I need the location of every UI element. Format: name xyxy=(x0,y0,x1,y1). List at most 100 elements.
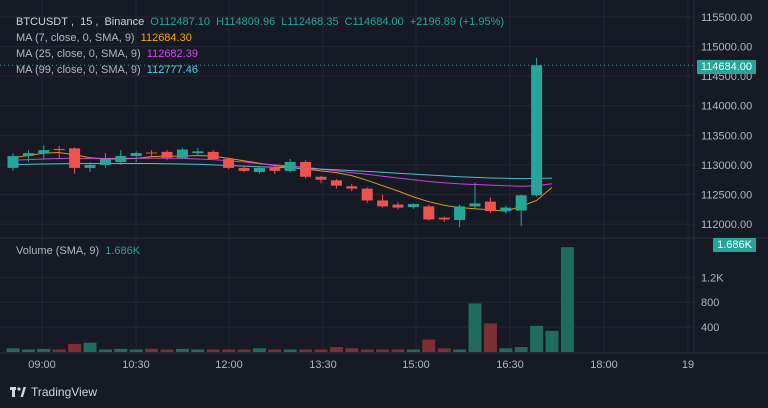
candle-body xyxy=(469,203,481,207)
volume-bar xyxy=(422,339,436,352)
volume-bar xyxy=(191,349,205,352)
candle-body xyxy=(22,153,34,157)
volume-bar xyxy=(283,349,297,352)
volume-bar xyxy=(345,348,359,352)
tradingview-brand[interactable]: TradingView xyxy=(10,385,97,399)
volume-legend-value: 1.686K xyxy=(105,245,141,257)
candle-body xyxy=(315,176,327,180)
volume-bar xyxy=(499,348,513,352)
ma7-legend[interactable]: MA (7, close, 0, SMA, 9) 112684.30 xyxy=(16,31,195,45)
candle-body xyxy=(176,149,188,158)
current-price-tag: 114684.00 xyxy=(696,60,756,74)
candle-body xyxy=(346,186,358,189)
ma7-value: 112684.30 xyxy=(140,32,192,44)
time-tick-label: 18:00 xyxy=(590,359,618,371)
ma99-label: MA (99, close, 0, SMA, 9) xyxy=(16,64,141,76)
candle-body xyxy=(500,207,512,212)
exchange: Binance xyxy=(104,16,145,28)
candle-body xyxy=(284,161,296,171)
low-value: L112468.35 xyxy=(281,16,339,28)
close-value: C114684.00 xyxy=(344,16,404,28)
candlestick-series xyxy=(7,57,543,228)
volume-bar xyxy=(360,349,374,352)
volume-legend[interactable]: Volume (SMA, 9) 1.686K xyxy=(16,244,143,258)
axes: 09:00 10:30 12:00 13:30 15:00 16:30 18:00 19 115… xyxy=(0,0,768,371)
volume-bar xyxy=(68,343,82,352)
price-tick-label: 112500.00 xyxy=(701,190,752,202)
time-tick-label: 15:00 xyxy=(402,359,430,371)
volume-bar xyxy=(268,349,282,352)
candle-body xyxy=(7,156,19,168)
volume-bar xyxy=(52,349,66,352)
volume-bar xyxy=(453,349,467,352)
price-tick-label: 113000.00 xyxy=(701,160,752,172)
volume-bar xyxy=(83,342,97,352)
volume-pane xyxy=(6,247,574,352)
interval: 15 xyxy=(80,16,93,28)
volume-label: Volume (SMA, 9) xyxy=(16,245,100,257)
volume-bar xyxy=(21,349,35,352)
change-value: +2196.89 (+1.95%) xyxy=(409,16,505,28)
high-value: H114809.96 xyxy=(216,16,276,28)
volume-bar xyxy=(237,349,251,352)
candle-body xyxy=(438,217,450,220)
candle-body xyxy=(361,188,373,201)
candle-body xyxy=(99,159,111,165)
volume-bar xyxy=(437,348,451,352)
volume-bar xyxy=(160,349,174,352)
volume-bar xyxy=(222,349,236,352)
volume-bar xyxy=(299,349,313,352)
volume-bar xyxy=(37,348,51,352)
volume-bar xyxy=(6,348,20,352)
volume-bar xyxy=(314,349,328,352)
volume-tick-label: 400 xyxy=(701,322,719,334)
volume-tick-label: 1.2K xyxy=(701,272,724,284)
time-tick-label: 10:30 xyxy=(122,359,150,371)
candle-body xyxy=(253,167,265,173)
candle-body xyxy=(300,161,312,177)
ma25-label: MA (25, close, 0, SMA, 9) xyxy=(16,48,141,60)
candle-body xyxy=(484,201,496,212)
ma99-value: 112777.46 xyxy=(146,64,198,76)
candle-body xyxy=(84,164,96,168)
price-tick-label: 115000.00 xyxy=(701,41,752,53)
candle-body xyxy=(192,151,204,154)
time-tick-label: 19 xyxy=(682,359,694,371)
volume-bar xyxy=(129,349,143,352)
candle-body xyxy=(423,206,435,220)
volume-bar xyxy=(560,247,574,352)
candle-body xyxy=(330,180,342,186)
time-tick-label: 09:00 xyxy=(28,359,56,371)
volume-bar xyxy=(175,348,189,352)
moving-average-lines xyxy=(12,151,553,212)
candle-body xyxy=(515,195,527,211)
symbol-name: BTCUSDT xyxy=(16,16,68,28)
price-tick-label: 115500.00 xyxy=(701,12,752,24)
volume-bar xyxy=(329,347,343,352)
candle-body xyxy=(377,200,389,207)
candle-body xyxy=(531,65,543,196)
price-tick-label: 114500.00 xyxy=(701,71,752,83)
price-tick-label: 114000.00 xyxy=(701,101,752,113)
candle-body xyxy=(115,156,127,162)
brand-name: TradingView xyxy=(31,385,98,399)
candle-body xyxy=(130,153,142,157)
candle-body xyxy=(53,148,65,151)
time-tick-label: 16:30 xyxy=(496,359,524,371)
candle-body xyxy=(223,159,235,168)
candle-body xyxy=(454,206,466,221)
tradingview-logo-icon xyxy=(10,387,26,397)
volume-bar xyxy=(391,349,405,352)
open-value: O112487.10 xyxy=(150,16,211,28)
symbol-legend: BTCUSDT, 15, Binance O112487.10 H114809.… xyxy=(16,16,505,28)
ma7-label: MA (7, close, 0, SMA, 9) xyxy=(16,32,135,44)
ma99-legend[interactable]: MA (99, close, 0, SMA, 9) 112777.46 xyxy=(16,63,201,77)
volume-bar xyxy=(514,347,528,352)
ma25-value: 112682.39 xyxy=(146,48,198,60)
time-tick-label: 12:00 xyxy=(215,359,243,371)
candle-body xyxy=(207,151,219,160)
volume-bar xyxy=(406,349,420,352)
ma25-legend[interactable]: MA (25, close, 0, SMA, 9) 112682.39 xyxy=(16,47,201,61)
ma7-line xyxy=(12,151,553,212)
